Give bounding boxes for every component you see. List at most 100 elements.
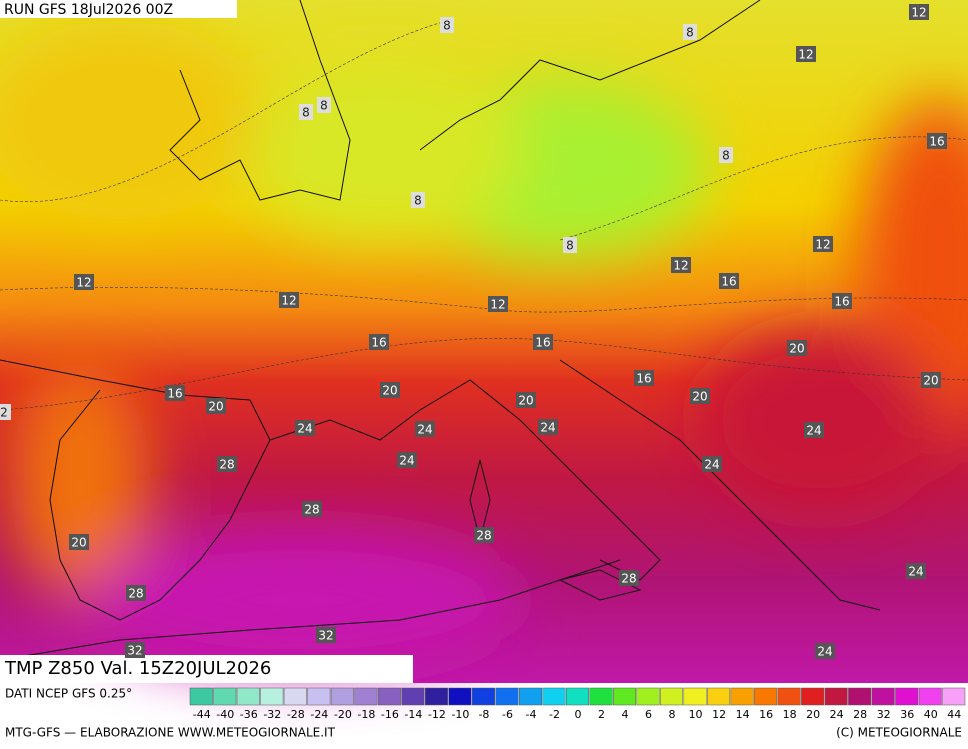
- label-box: [295, 420, 315, 436]
- legend-tick-label: -24: [310, 708, 328, 721]
- label-box: [369, 334, 389, 350]
- legend-swatch: [330, 687, 354, 706]
- legend-swatch: [613, 687, 637, 706]
- legend-tick-label: -8: [478, 708, 489, 721]
- copyright: (C) METEOGIORNALE: [836, 726, 962, 740]
- contour-label: 28: [219, 458, 234, 472]
- legend-tick-label: -16: [381, 708, 399, 721]
- label-box: [690, 388, 710, 404]
- contour-label: 12: [673, 259, 688, 273]
- label-box: [832, 293, 852, 309]
- legend-swatch: [777, 687, 801, 706]
- legend-tick-label: -12: [428, 708, 446, 721]
- legend-tick-label: 36: [900, 708, 914, 721]
- legend-swatch: [824, 687, 848, 706]
- legend-swatch: [636, 687, 660, 706]
- legend-swatch: [871, 687, 895, 706]
- legend-tick-label: 8: [669, 708, 676, 721]
- label-box: [165, 385, 185, 401]
- legend-swatch: [236, 687, 260, 706]
- contour-label: 12: [815, 238, 830, 252]
- label-box: [719, 273, 739, 289]
- label-box: [906, 563, 926, 579]
- contour-label: 20: [208, 400, 223, 414]
- label-box: [533, 334, 553, 350]
- legend-swatch: [754, 687, 778, 706]
- legend-swatch: [213, 687, 237, 706]
- legend-swatch: [942, 687, 966, 706]
- legend-tick-label: 40: [924, 708, 938, 721]
- label-box: [909, 4, 929, 20]
- label-box: [634, 370, 654, 386]
- legend-tick-label: 16: [759, 708, 773, 721]
- contour-label: 20: [789, 342, 804, 356]
- legend-swatch: [448, 687, 472, 706]
- legend-swatch: [895, 687, 919, 706]
- legend-swatch: [660, 687, 684, 706]
- label-box: [474, 527, 494, 543]
- label-box: [563, 237, 577, 253]
- legend-swatch: [518, 687, 542, 706]
- label-box: [516, 392, 536, 408]
- label-box: [380, 382, 400, 398]
- label-box: [619, 570, 639, 586]
- legend-swatch: [730, 687, 754, 706]
- legend-swatch: [495, 687, 519, 706]
- label-box: [440, 17, 454, 33]
- legend-tick-label: 14: [736, 708, 750, 721]
- legend-tick-label: 24: [830, 708, 844, 721]
- label-box: [74, 274, 94, 290]
- legend-tick-label: -2: [549, 708, 560, 721]
- label-box: [804, 422, 824, 438]
- legend-tick-label: 2: [598, 708, 605, 721]
- contour-label: 12: [76, 276, 91, 290]
- legend-tick-label: 20: [806, 708, 820, 721]
- legend-swatch: [589, 687, 613, 706]
- contour-label: 16: [834, 295, 849, 309]
- legend-tick-label: -18: [357, 708, 375, 721]
- legend-tick-label: -10: [451, 708, 469, 721]
- contour-label: 16: [721, 275, 736, 289]
- contour-label: 20: [923, 374, 938, 388]
- contour-label: 2: [0, 406, 8, 420]
- label-box: [397, 452, 417, 468]
- label-box: [813, 236, 833, 252]
- legend-swatch: [283, 687, 307, 706]
- contour-label: 16: [371, 336, 386, 350]
- contour-label: 20: [71, 536, 86, 550]
- legend-swatch: [801, 687, 825, 706]
- contour-label: 28: [476, 529, 491, 543]
- contour-label: 8: [686, 26, 694, 40]
- credit: MTG-GFS — ELABORAZIONE WWW.METEOGIORNALE…: [5, 726, 336, 740]
- label-box: [921, 372, 941, 388]
- contour-label: 16: [929, 135, 944, 149]
- contour-label: 24: [704, 458, 719, 472]
- contour-label: 16: [636, 372, 651, 386]
- legend-swatch: [683, 687, 707, 706]
- legend-swatch: [401, 687, 425, 706]
- contour-label: 12: [490, 298, 505, 312]
- legend-tick-label: -44: [193, 708, 211, 721]
- contour-label: 28: [621, 572, 636, 586]
- legend-tick-label: 18: [783, 708, 797, 721]
- contour-label: 32: [127, 644, 142, 658]
- contour-label: 24: [908, 565, 923, 579]
- contour-label: 8: [566, 239, 574, 253]
- contour-label: 16: [535, 336, 550, 350]
- contour-label: 16: [167, 387, 182, 401]
- contour-label: 24: [540, 421, 555, 435]
- contour-label: 8: [302, 106, 310, 120]
- legend-tick-label: -20: [334, 708, 352, 721]
- legend-swatch: [354, 687, 378, 706]
- contour-label: 24: [806, 424, 821, 438]
- legend-tick-label: 32: [877, 708, 891, 721]
- label-box: [702, 456, 722, 472]
- contour-label: 20: [382, 384, 397, 398]
- label-box: [317, 97, 331, 113]
- legend-swatch: [260, 687, 284, 706]
- contour-label: 20: [692, 390, 707, 404]
- contour-label: 28: [304, 503, 319, 517]
- label-box: [299, 104, 313, 120]
- run-box: [0, 0, 237, 18]
